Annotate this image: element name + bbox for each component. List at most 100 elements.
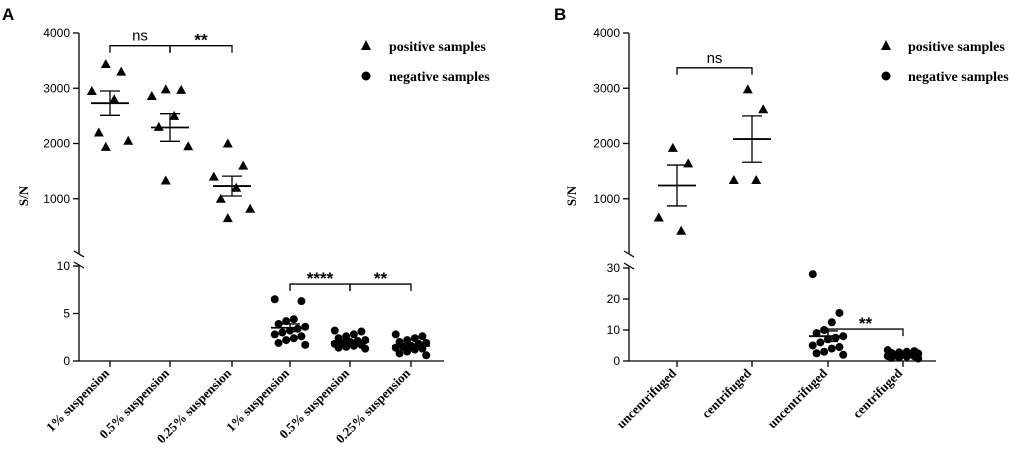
data-point-circle bbox=[395, 349, 404, 358]
legend-label-positive: positive samples bbox=[908, 40, 1005, 55]
data-point-circle bbox=[301, 322, 310, 331]
panel-b-axis-break-mark bbox=[623, 262, 635, 270]
panel-a-data-points bbox=[86, 58, 431, 360]
data-point-circle bbox=[808, 341, 817, 350]
circle-marker-icon bbox=[881, 71, 891, 81]
data-point-circle bbox=[827, 344, 836, 353]
x-tick-label: centrifuged bbox=[699, 365, 755, 421]
y-tick-label: 2000 bbox=[593, 137, 620, 151]
y-tick-label: 4000 bbox=[43, 26, 70, 40]
data-point-circle bbox=[820, 326, 829, 334]
data-point-triangle bbox=[160, 175, 171, 185]
data-point-triangle bbox=[231, 182, 242, 192]
y-tick-label: 20 bbox=[607, 292, 621, 306]
panel-a-y-axis-label: S/N bbox=[16, 185, 31, 206]
panel-b-label: B bbox=[554, 5, 566, 24]
data-point-circle bbox=[808, 270, 817, 279]
significance-label: ns bbox=[132, 28, 148, 45]
y-tick-label: 3000 bbox=[43, 81, 70, 95]
data-point-triangle bbox=[238, 160, 249, 170]
panel-b-upper-ticks: 1000 2000 3000 4000 bbox=[593, 26, 629, 206]
panel-b-y-axis-label: S/N bbox=[564, 185, 579, 206]
data-point-circle bbox=[422, 351, 431, 360]
panel-b-significance: ns ** bbox=[676, 50, 904, 337]
data-point-circle bbox=[835, 308, 844, 317]
y-tick-label: 10 bbox=[57, 259, 71, 273]
data-point-circle bbox=[301, 340, 310, 349]
data-point-triangle bbox=[758, 104, 769, 114]
data-point-circle bbox=[289, 334, 298, 343]
data-point-triangle bbox=[667, 142, 678, 152]
data-point-triangle bbox=[215, 193, 226, 203]
y-tick-label: 5 bbox=[63, 307, 70, 321]
data-point-circle bbox=[418, 332, 427, 341]
x-tick-label: uncentrifuged bbox=[613, 365, 679, 431]
data-point-circle bbox=[270, 330, 279, 339]
data-point-circle bbox=[357, 327, 366, 336]
panel-a: A S/N 1000 2000 3000 4000 0 5 10 1% suspensio… bbox=[2, 5, 490, 446]
data-point-circle bbox=[839, 350, 848, 359]
significance-label: ** bbox=[859, 314, 873, 333]
data-point-triangle bbox=[222, 138, 233, 148]
panel-a-axis-break-mark bbox=[73, 250, 85, 258]
data-point-circle bbox=[278, 328, 287, 337]
significance-bracket bbox=[169, 45, 233, 53]
y-tick-label: 30 bbox=[607, 261, 621, 275]
x-tick-label: centrifuged bbox=[850, 365, 906, 421]
triangle-marker-icon bbox=[881, 40, 891, 50]
data-point-triangle bbox=[123, 135, 134, 145]
data-point-triangle bbox=[683, 158, 694, 168]
panel-a-label: A bbox=[2, 5, 14, 24]
y-tick-label: 1000 bbox=[43, 192, 70, 206]
data-point-circle bbox=[403, 347, 412, 356]
data-point-triangle bbox=[183, 141, 194, 151]
panel-b: B S/N 1000 2000 3000 4000 0 10 20 30 uncentrif… bbox=[554, 5, 1009, 431]
data-point-circle bbox=[342, 342, 351, 351]
panel-a-legend: positive samples negative samples bbox=[361, 40, 490, 85]
data-point-triangle bbox=[176, 84, 187, 94]
data-point-circle bbox=[270, 295, 279, 304]
significance-bracket bbox=[349, 283, 412, 292]
panel-a-significance: ns ****** ** bbox=[109, 28, 412, 292]
data-point-triangle bbox=[86, 86, 97, 96]
data-point-triangle bbox=[676, 225, 687, 235]
data-point-circle bbox=[274, 338, 283, 347]
panel-a-axis-break-mark bbox=[73, 261, 85, 269]
data-point-triangle bbox=[222, 213, 233, 223]
panel-b-error-bars bbox=[658, 115, 922, 357]
data-point-triangle bbox=[93, 127, 104, 137]
legend-label-positive: positive samples bbox=[389, 40, 486, 55]
data-point-circle bbox=[349, 330, 358, 339]
significance-label: **** bbox=[307, 269, 334, 288]
data-point-circle bbox=[391, 330, 400, 339]
significance-label: ** bbox=[194, 31, 208, 50]
y-tick-label: 3000 bbox=[593, 81, 620, 95]
significance-bracket bbox=[109, 45, 171, 53]
y-tick-label: 0 bbox=[613, 354, 620, 368]
panel-b-data-points bbox=[653, 84, 923, 363]
triangle-marker-icon bbox=[361, 40, 371, 50]
data-point-triangle bbox=[169, 110, 180, 120]
data-point-circle bbox=[293, 324, 302, 333]
data-point-circle bbox=[282, 317, 291, 326]
data-point-circle bbox=[831, 333, 840, 342]
data-point-circle bbox=[349, 341, 358, 350]
data-point-triangle bbox=[245, 203, 256, 213]
data-point-circle bbox=[330, 326, 339, 335]
legend-label-negative: negative samples bbox=[389, 70, 490, 85]
data-point-circle bbox=[342, 332, 351, 341]
data-point-circle bbox=[812, 349, 821, 358]
panel-a-lower-ticks: 0 5 10 bbox=[57, 259, 79, 368]
data-point-circle bbox=[361, 344, 370, 353]
data-point-circle bbox=[403, 336, 412, 345]
data-point-circle bbox=[289, 315, 298, 324]
data-point-circle bbox=[410, 334, 419, 343]
panel-b-legend: positive samples negative samples bbox=[881, 40, 1009, 85]
panel-b-x-ticks: uncentrifuged centrifuged uncentrifuged cen… bbox=[613, 361, 906, 431]
data-point-triangle bbox=[653, 212, 664, 222]
significance-label: ns bbox=[707, 50, 723, 67]
data-point-triangle bbox=[742, 84, 753, 94]
data-point-circle bbox=[334, 343, 343, 352]
x-tick-label: uncentrifuged bbox=[764, 365, 830, 431]
